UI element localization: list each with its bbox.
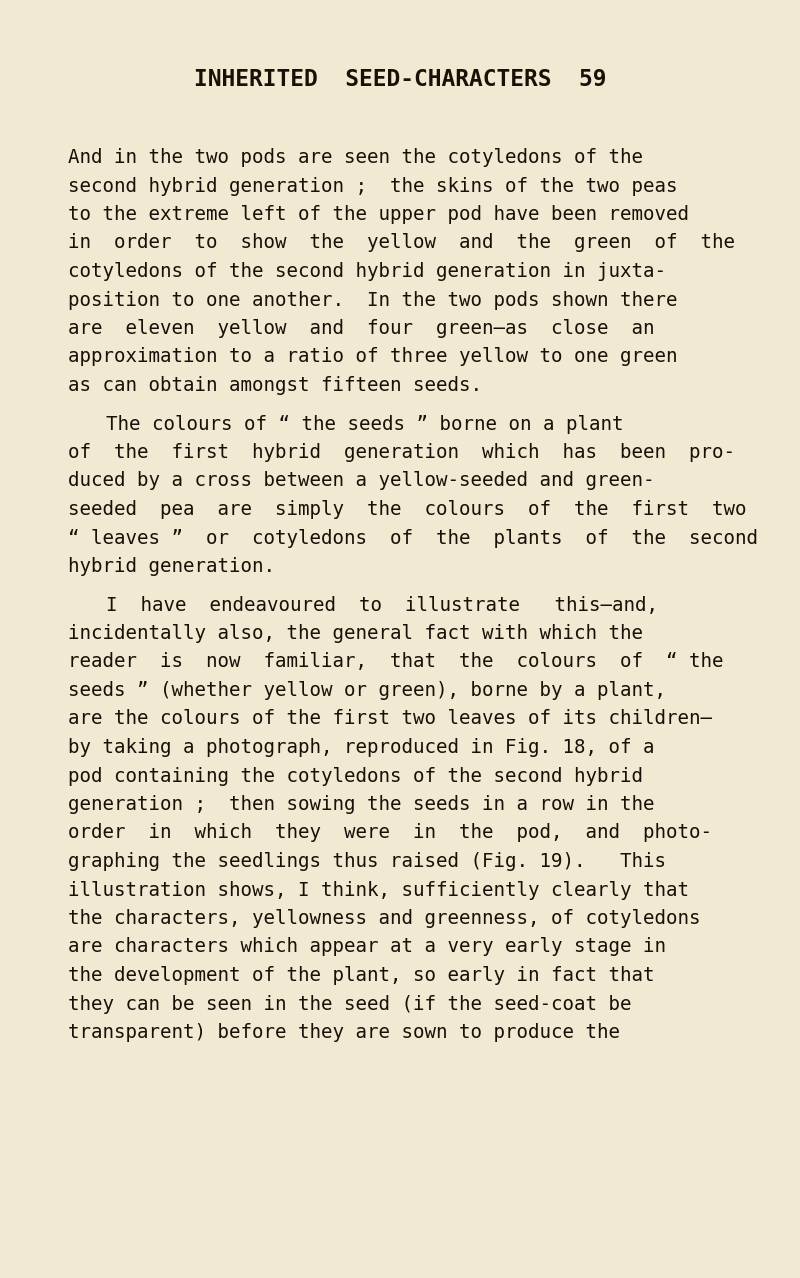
Text: by taking a photograph, reproduced in Fig. 18, of a: by taking a photograph, reproduced in Fi… [68,737,654,757]
Text: hybrid generation.: hybrid generation. [68,557,275,576]
Text: are the colours of the first two leaves of its children—: are the colours of the first two leaves … [68,709,712,728]
Text: are  eleven  yellow  and  four  green—as  close  an: are eleven yellow and four green—as clos… [68,320,654,337]
Text: “ leaves ”  or  cotyledons  of  the  plants  of  the  second: “ leaves ” or cotyledons of the plants o… [68,529,758,547]
Text: graphing the seedlings thus raised (Fig. 19).   This: graphing the seedlings thus raised (Fig.… [68,852,666,872]
Text: of  the  first  hybrid  generation  which  has  been  pro-: of the first hybrid generation which has… [68,443,735,463]
Text: second hybrid generation ;  the skins of the two peas: second hybrid generation ; the skins of … [68,176,678,196]
Text: transparent) before they are sown to produce the: transparent) before they are sown to pro… [68,1022,620,1042]
Text: The colours of “ the seeds ” borne on a plant: The colours of “ the seeds ” borne on a … [106,414,623,433]
Text: INHERITED  SEED-CHARACTERS  59: INHERITED SEED-CHARACTERS 59 [194,68,606,91]
Text: in  order  to  show  the  yellow  and  the  green  of  the: in order to show the yellow and the gree… [68,234,735,253]
Text: I  have  endeavoured  to  illustrate   this—and,: I have endeavoured to illustrate this—an… [106,596,658,615]
Text: as can obtain amongst fifteen seeds.: as can obtain amongst fifteen seeds. [68,376,482,395]
Text: generation ;  then sowing the seeds in a row in the: generation ; then sowing the seeds in a … [68,795,654,814]
Text: seeded  pea  are  simply  the  colours  of  the  first  two: seeded pea are simply the colours of the… [68,500,746,519]
Text: are characters which appear at a very early stage in: are characters which appear at a very ea… [68,938,666,956]
Text: incidentally also, the general fact with which the: incidentally also, the general fact with… [68,624,643,643]
Text: to the extreme left of the upper pod have been removed: to the extreme left of the upper pod hav… [68,204,689,224]
Text: position to one another.  In the two pods shown there: position to one another. In the two pods… [68,290,678,309]
Text: the development of the plant, so early in fact that: the development of the plant, so early i… [68,966,654,985]
Text: they can be seen in the seed (if the seed-coat be: they can be seen in the seed (if the see… [68,994,631,1013]
Text: order  in  which  they  were  in  the  pod,  and  photo-: order in which they were in the pod, and… [68,823,712,842]
Text: cotyledons of the second hybrid generation in juxta-: cotyledons of the second hybrid generati… [68,262,666,281]
Text: pod containing the cotyledons of the second hybrid: pod containing the cotyledons of the sec… [68,767,643,786]
Text: reader  is  now  familiar,  that  the  colours  of  “ the: reader is now familiar, that the colours… [68,653,723,671]
Text: illustration shows, I think, sufficiently clearly that: illustration shows, I think, sufficientl… [68,881,689,900]
Text: seeds ” (whether yellow or green), borne by a plant,: seeds ” (whether yellow or green), borne… [68,681,666,700]
Text: approximation to a ratio of three yellow to one green: approximation to a ratio of three yellow… [68,348,678,367]
Text: the characters, yellowness and greenness, of cotyledons: the characters, yellowness and greenness… [68,909,701,928]
Text: duced by a cross between a yellow-seeded and green-: duced by a cross between a yellow-seeded… [68,472,654,491]
Text: And in the two pods are seen the cotyledons of the: And in the two pods are seen the cotyled… [68,148,643,167]
